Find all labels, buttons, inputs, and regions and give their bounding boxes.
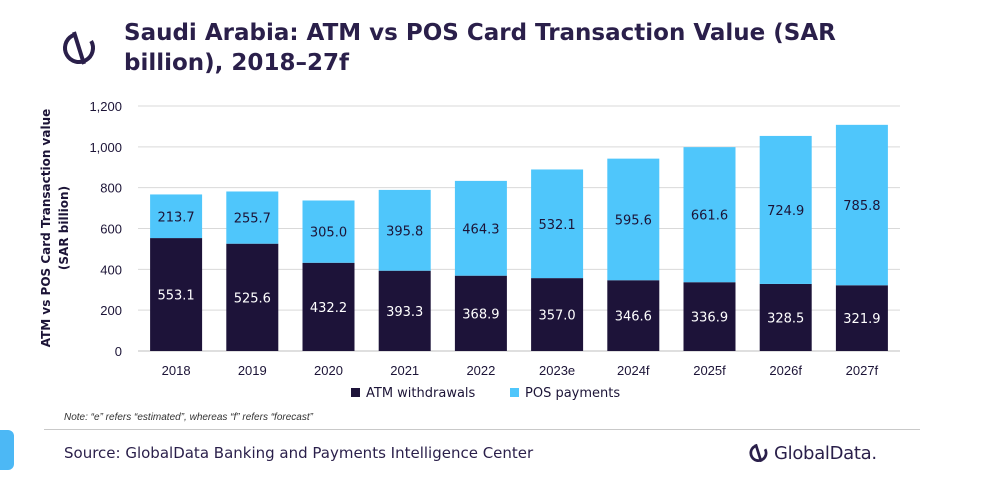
data-label-pos: 595.6	[615, 213, 652, 228]
x-tick-label: 2020	[314, 363, 343, 378]
data-label-pos: 395.8	[386, 224, 423, 239]
bar-pos	[226, 191, 279, 244]
data-label-atm: 432.2	[310, 301, 347, 316]
x-tick-label: 2018	[162, 363, 191, 378]
x-tick-label: 2021	[390, 363, 419, 378]
globaldata-small-icon	[749, 443, 768, 463]
y-axis-label-unit: (SAR billion)	[57, 186, 71, 270]
data-label-atm: 357.0	[538, 309, 575, 324]
legend-swatch	[351, 388, 360, 397]
bar-pos	[378, 189, 431, 271]
data-label-atm: 393.3	[386, 305, 423, 320]
data-label-atm: 368.9	[462, 307, 499, 322]
legend-swatch	[510, 388, 519, 397]
data-label-atm: 336.9	[691, 311, 728, 326]
bar-atm	[835, 285, 888, 351]
bar-atm	[454, 275, 507, 351]
data-label-atm: 328.5	[767, 311, 804, 326]
bar-atm	[607, 280, 660, 351]
data-label-pos: 213.7	[157, 210, 194, 225]
data-label-pos: 532.1	[538, 218, 575, 233]
chart-note: Note: “e” refers “estimated”, whereas “f…	[64, 412, 313, 423]
data-label-pos: 724.9	[767, 204, 804, 219]
y-tick-label: 400	[100, 262, 122, 277]
y-tick-label: 800	[100, 181, 122, 196]
y-tick-label: 1,200	[89, 99, 122, 114]
data-label-atm: 525.6	[234, 291, 271, 306]
data-label-atm: 553.1	[157, 289, 194, 304]
data-label-pos: 305.0	[310, 226, 347, 241]
y-tick-label: 1,000	[89, 140, 122, 155]
bar-atm	[531, 278, 584, 351]
globaldata-logo-icon	[63, 31, 95, 65]
source-text: Source: GlobalData Banking and Payments …	[64, 444, 534, 462]
bar-atm	[759, 283, 812, 351]
brand-logo: GlobalData.	[748, 441, 877, 465]
y-axis-label: ATM vs POS Card Transaction value	[39, 109, 53, 348]
chart-title: Saudi Arabia: ATM vs POS Card Transactio…	[124, 20, 836, 76]
legend-label: ATM withdrawals	[366, 386, 476, 401]
x-tick-label: 2026f	[769, 363, 802, 378]
y-tick-label: 200	[100, 303, 122, 318]
data-label-pos: 661.6	[691, 209, 728, 224]
data-label-pos: 255.7	[234, 212, 271, 227]
x-tick-label: 2022	[466, 363, 495, 378]
bar-atm	[378, 270, 431, 351]
data-label-pos: 785.8	[843, 199, 880, 214]
footer-divider	[44, 429, 920, 430]
x-tick-label: 2023e	[539, 363, 575, 378]
legend-label: POS payments	[525, 386, 620, 401]
x-tick-label: 2019	[238, 363, 267, 378]
x-tick-label: 2025f	[693, 363, 726, 378]
bar-pos	[150, 194, 203, 239]
x-tick-label: 2024f	[617, 363, 650, 378]
data-label-atm: 321.9	[843, 312, 880, 327]
y-tick-label: 0	[115, 344, 122, 359]
stacked-bar-chart: 0 200 400 600 800 1,000 1,200 ATM vs POS Card T…	[39, 99, 900, 401]
data-label-atm: 346.6	[615, 310, 652, 325]
bar-atm	[683, 282, 736, 351]
side-tab[interactable]	[0, 430, 14, 470]
bar-pos	[531, 169, 584, 279]
data-label-pos: 464.3	[462, 222, 499, 237]
bar-pos	[683, 147, 736, 283]
brand-name: GlobalData.	[774, 442, 877, 464]
x-tick-label: 2027f	[846, 363, 879, 378]
y-tick-label: 600	[100, 222, 122, 237]
bar-pos	[759, 135, 812, 284]
bar-pos	[302, 200, 355, 263]
bar-atm	[226, 243, 279, 351]
bar-pos	[607, 158, 660, 281]
bar-atm	[150, 238, 203, 351]
bar-atm	[302, 262, 355, 351]
bar-pos	[835, 124, 888, 286]
bar-pos	[454, 180, 507, 276]
